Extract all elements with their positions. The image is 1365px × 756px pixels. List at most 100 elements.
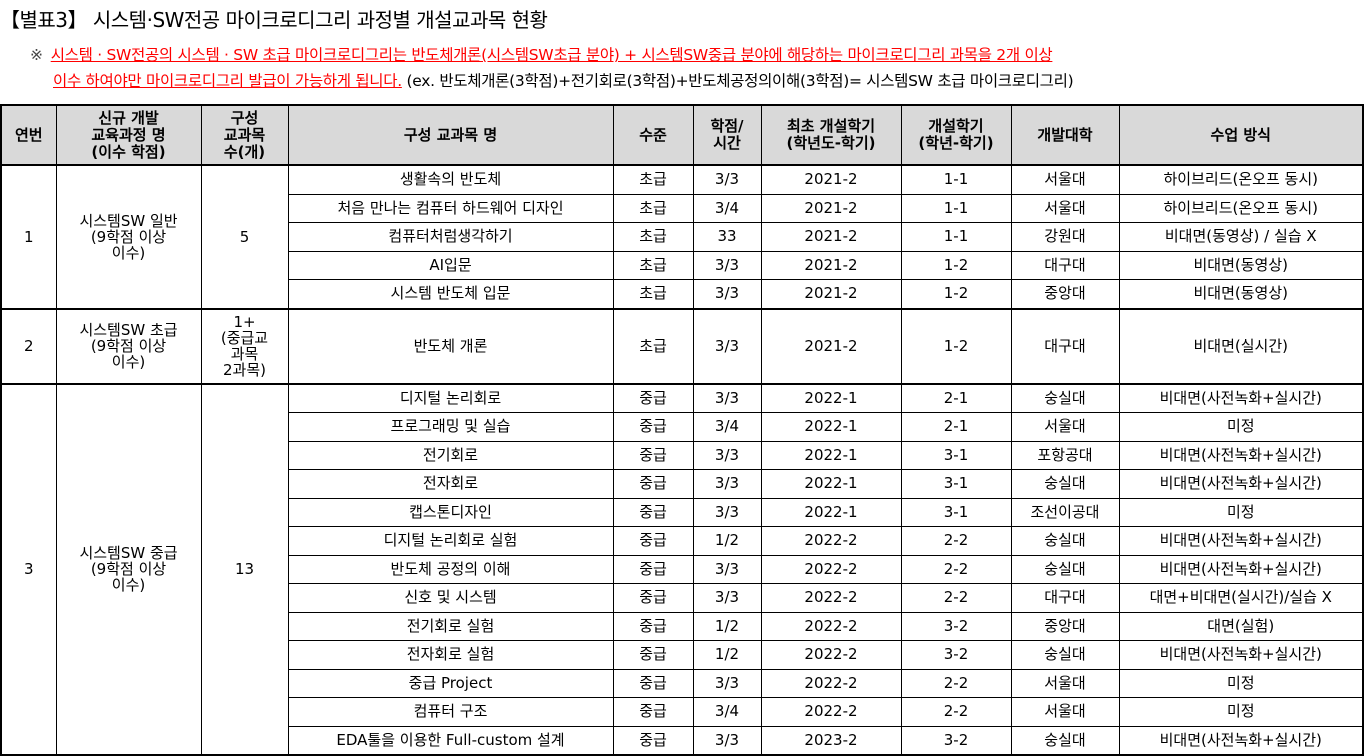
university: 조선이공대	[1010, 497, 1120, 527]
program-name: 시스템SW 초급 (9학점 이상 이수)	[55, 307, 202, 384]
group-number: 1	[0, 164, 57, 309]
first-semester: 2022-2	[760, 583, 902, 613]
course-name: 신호 및 시스템	[287, 583, 614, 613]
credits-hours: 3/4	[692, 697, 762, 727]
semester: 3-2	[900, 611, 1012, 641]
program-name: 시스템SW 중급 (9학점 이상 이수)	[55, 382, 202, 756]
credits-hours: 1/2	[692, 526, 762, 556]
credits-hours: 3/3	[692, 497, 762, 527]
university: 숭실대	[1010, 382, 1120, 413]
credits-hours: 1/2	[692, 640, 762, 670]
page-title: 【별표3】 시스템·SW전공 마이크로디그리 과정별 개설교과목 현황	[0, 8, 548, 32]
class-type: 대면(실험)	[1118, 611, 1364, 641]
table-row: AI입문 초급 3/3 2021-2 1-2 대구대 비대면(동영상)	[1, 250, 1364, 280]
university: 숭실대	[1010, 725, 1120, 756]
credits-hours: 3/3	[692, 164, 762, 195]
level: 초급	[612, 193, 694, 223]
semester: 3-1	[900, 469, 1012, 499]
credits-hours: 3/3	[692, 250, 762, 280]
level: 초급	[612, 279, 694, 309]
level: 중급	[612, 382, 694, 413]
class-type: 비대면(사전녹화+실시간)	[1118, 440, 1364, 470]
first-semester: 2021-2	[760, 279, 902, 309]
course-name: 프로그래밍 및 실습	[287, 412, 614, 442]
column-header: 학점/ 시간	[692, 104, 762, 166]
table-row: 반도체 공정의 이해 중급 3/3 2022-2 2-2 숭실대 비대면(사전녹화+실시간)	[1, 554, 1364, 584]
note-example: (ex. 반도체개론(3학점)+전기회로(3학점)+반도체공정의이해(3학점)=…	[401, 72, 1074, 90]
table-row: 디지털 논리회로 실험 중급 1/2 2022-2 2-2 숭실대 비대면(사전녹화+실시간…	[1, 526, 1364, 556]
table-row: 2 시스템SW 초급 (9학점 이상 이수) 1+ (중급교 과목 2과목) 반도체 …	[0, 307, 1364, 384]
university: 서울대	[1010, 697, 1120, 727]
semester: 1-1	[900, 222, 1012, 252]
course-name: 캡스톤디자인	[287, 497, 614, 527]
first-semester: 2021-2	[760, 193, 902, 223]
semester: 1-1	[900, 164, 1012, 195]
class-type: 대면+비대면(실시간)/실습 X	[1118, 583, 1364, 613]
class-type: 비대면(동영상) / 실습 X	[1118, 222, 1364, 252]
class-type: 하이브리드(온오프 동시)	[1118, 193, 1364, 223]
class-type: 비대면(실시간)	[1118, 307, 1364, 384]
column-header: 구성 교과목 명	[287, 104, 614, 166]
semester: 3-1	[900, 440, 1012, 470]
group-number: 3	[0, 382, 57, 756]
course-count: 5	[200, 164, 289, 309]
course-count: 13	[200, 382, 289, 756]
table-row: 전자회로 실험 중급 1/2 2022-2 3-2 숭실대 비대면(사전녹화+실시간)	[1, 640, 1364, 670]
program-name: 시스템SW 일반 (9학점 이상 이수)	[55, 164, 202, 309]
university: 강원대	[1010, 222, 1120, 252]
table-row: 시스템 반도체 입문 초급 3/3 2021-2 1-2 중앙대 비대면(동영상)	[1, 279, 1364, 309]
credits-hours: 3/3	[692, 440, 762, 470]
credits-hours: 3/3	[692, 307, 762, 384]
note-mark: ※	[30, 46, 43, 64]
course-name: 컴퓨터 구조	[287, 697, 614, 727]
semester: 2-2	[900, 554, 1012, 584]
class-type: 비대면(사전녹화+실시간)	[1118, 554, 1364, 584]
level: 중급	[612, 526, 694, 556]
semester: 2-2	[900, 526, 1012, 556]
notice: ※ 시스템 · SW전공의 시스템 · SW 초급 마이크로디그리는 반도체개론(…	[30, 42, 1074, 94]
class-type: 미정	[1118, 668, 1364, 698]
course-name: 전자회로	[287, 469, 614, 499]
credits-hours: 3/3	[692, 554, 762, 584]
level: 중급	[612, 497, 694, 527]
course-name: 처음 만나는 컴퓨터 하드웨어 디자인	[287, 193, 614, 223]
credits-hours: 3/3	[692, 469, 762, 499]
first-semester: 2022-2	[760, 640, 902, 670]
level: 중급	[612, 640, 694, 670]
credits-hours: 3/3	[692, 279, 762, 309]
course-name: 전기회로	[287, 440, 614, 470]
class-type: 비대면(사전녹화+실시간)	[1118, 725, 1364, 756]
column-header: 수준	[612, 104, 694, 166]
level: 중급	[612, 611, 694, 641]
class-type: 미정	[1118, 697, 1364, 727]
note-red-line1: 시스템 · SW전공의 시스템 · SW 초급 마이크로디그리는 반도체개론(시…	[50, 46, 1053, 64]
group-number: 2	[0, 307, 57, 384]
university: 서울대	[1010, 193, 1120, 223]
course-name: 컴퓨터처럼생각하기	[287, 222, 614, 252]
note-red-line2: 이수 하여야만 마이크로디그리 발급이 가능하게 됩니다.	[53, 72, 402, 90]
course-table: 연번 신규 개발 교육과정 명 (이수 학점) 구성 교과목 수(개) 구성 교과목 …	[0, 104, 1364, 756]
column-header: 신규 개발 교육과정 명 (이수 학점)	[55, 104, 202, 166]
class-type: 비대면(사전녹화+실시간)	[1118, 640, 1364, 670]
course-name: 전기회로 실험	[287, 611, 614, 641]
class-type: 미정	[1118, 412, 1364, 442]
university: 숭실대	[1010, 554, 1120, 584]
class-type: 하이브리드(온오프 동시)	[1118, 164, 1364, 195]
table-row: 캡스톤디자인 중급 3/3 2022-1 3-1 조선이공대 미정	[1, 497, 1364, 527]
credits-hours: 3/3	[692, 725, 762, 756]
course-name: 중급 Project	[287, 668, 614, 698]
column-header: 개설학기 (학년-학기)	[900, 104, 1012, 166]
table-row: 컴퓨터처럼생각하기 초급 33 2021-2 1-1 강원대 비대면(동영상) / 실습 X	[1, 222, 1364, 252]
first-semester: 2022-1	[760, 382, 902, 413]
semester: 3-1	[900, 497, 1012, 527]
column-header: 최초 개설학기 (학년도-학기)	[760, 104, 902, 166]
university: 서울대	[1010, 412, 1120, 442]
class-type: 비대면(사전녹화+실시간)	[1118, 382, 1364, 413]
credits-hours: 3/3	[692, 583, 762, 613]
first-semester: 2022-1	[760, 440, 902, 470]
course-name: 디지털 논리회로 실험	[287, 526, 614, 556]
level: 중급	[612, 440, 694, 470]
table-row: 전자회로 중급 3/3 2022-1 3-1 숭실대 비대면(사전녹화+실시간)	[1, 469, 1364, 499]
level: 초급	[612, 222, 694, 252]
first-semester: 2021-2	[760, 164, 902, 195]
